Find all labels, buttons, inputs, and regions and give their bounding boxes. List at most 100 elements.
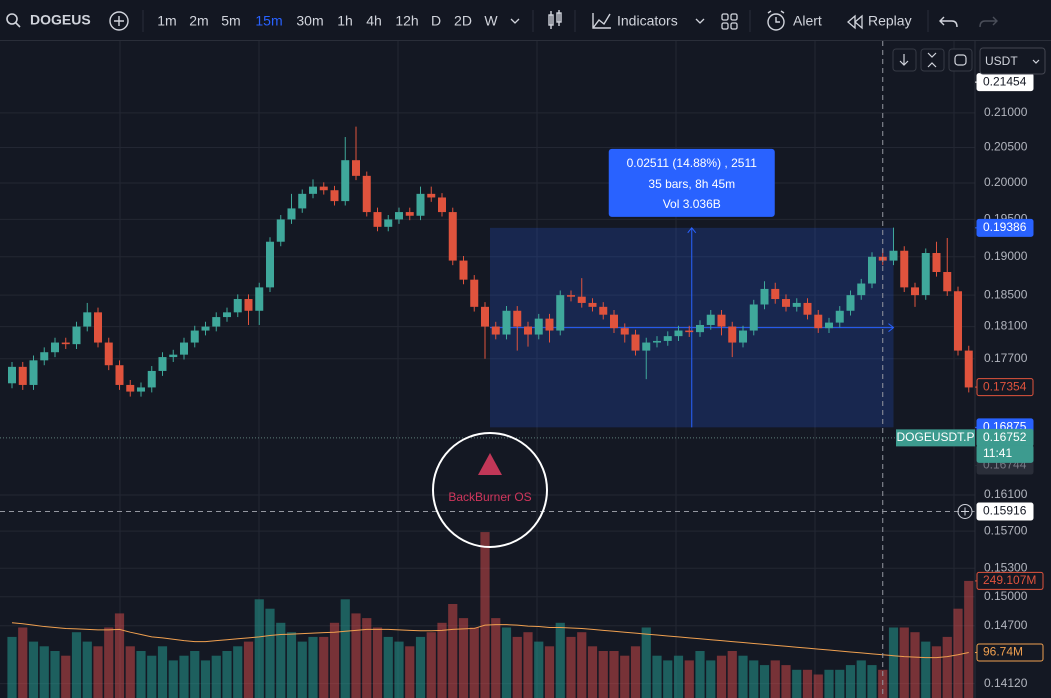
volume-bar	[61, 655, 71, 698]
y-tick-label: 0.16100	[984, 487, 1028, 501]
candle-body	[362, 175, 371, 213]
candle-body	[825, 322, 833, 329]
volume-bar	[276, 622, 286, 698]
last-price: 0.16752	[983, 430, 1027, 444]
indicators-button[interactable]: Indicators	[617, 13, 678, 29]
volume-bar	[523, 632, 533, 698]
alert-icon[interactable]	[767, 10, 785, 31]
compare-button[interactable]	[109, 11, 129, 31]
candle-body	[577, 296, 586, 303]
candle-body	[534, 318, 543, 335]
volume-bar	[931, 646, 942, 698]
crosshair-label: 0.15916	[983, 504, 1027, 518]
replay-icon[interactable]	[847, 14, 863, 30]
chart-type-button[interactable]	[548, 10, 562, 29]
interval-button[interactable]: 1m	[157, 13, 176, 29]
crosshair-label-box	[976, 502, 1034, 521]
currency-select[interactable]	[979, 47, 1046, 75]
volume-bar	[179, 655, 189, 698]
volume-ma-line	[11, 622, 969, 659]
interval-button[interactable]: 15m	[255, 13, 282, 29]
volume-bar	[372, 627, 383, 698]
candle-body	[40, 352, 49, 361]
volume-bar	[426, 632, 436, 698]
candle-body	[126, 384, 135, 392]
candle-body	[223, 312, 231, 318]
volume-bar	[297, 641, 307, 698]
candle-body	[846, 295, 855, 311]
candle-body	[567, 295, 575, 297]
watermark: BackBurner OS	[432, 432, 548, 548]
interval-button[interactable]: 4h	[366, 13, 382, 29]
volume-bar	[136, 651, 146, 698]
volume-bar	[28, 641, 39, 698]
alert-button[interactable]: Alert	[793, 13, 822, 29]
volume-bar	[254, 599, 264, 698]
candle-body	[233, 299, 242, 313]
y-tick-label: 0.17700	[984, 351, 1028, 365]
volume-bar	[469, 627, 479, 698]
candle-body	[448, 212, 457, 261]
undo-button[interactable]	[939, 16, 958, 28]
interval-button[interactable]: 2m	[189, 13, 208, 29]
y-tick-label: 0.20500	[984, 140, 1028, 154]
interval-button[interactable]: 1h	[337, 13, 353, 29]
volume-bar	[684, 660, 694, 698]
volume-label: 96.74M	[983, 645, 1023, 659]
candle-body	[384, 219, 393, 227]
interval-button[interactable]: 30m	[296, 13, 323, 29]
interval-button[interactable]: 2D	[454, 13, 472, 29]
y-tick-label: 0.15700	[984, 523, 1028, 537]
volume-bar	[286, 632, 297, 698]
layout-button[interactable]	[721, 13, 738, 30]
candle-body	[631, 334, 640, 351]
volume-bar	[566, 636, 576, 698]
candle-body	[921, 253, 930, 296]
add-alert-button[interactable]	[957, 503, 973, 519]
interval-menu[interactable]	[510, 18, 520, 24]
volume-bar	[405, 646, 415, 698]
candle-body	[169, 354, 178, 358]
candle-body	[868, 256, 876, 284]
candle-body	[459, 260, 468, 280]
volume-bar	[555, 622, 565, 698]
volume-bar	[243, 641, 254, 698]
redo-button[interactable]	[979, 16, 998, 28]
candle-body	[739, 330, 747, 343]
volume-bar	[630, 646, 641, 698]
candle-body	[470, 279, 479, 307]
volume-bar	[415, 636, 426, 698]
collapse-button[interactable]	[920, 48, 945, 72]
candle-body	[749, 304, 758, 331]
volume-bar	[641, 627, 651, 698]
replay-button[interactable]: Replay	[868, 13, 912, 29]
candle-body	[438, 197, 446, 213]
interval-button[interactable]: 5m	[221, 13, 240, 29]
candle-body	[663, 336, 672, 341]
candle-body	[266, 241, 274, 288]
symbol[interactable]: DOGEUS	[30, 12, 91, 28]
currency[interactable]: USDT	[985, 54, 1018, 68]
candle-body	[405, 212, 414, 216]
volume-bar	[437, 622, 447, 698]
interval-button[interactable]: 12h	[395, 13, 418, 29]
volume-bar	[663, 660, 673, 698]
interval-button[interactable]: D	[431, 13, 441, 29]
candle-body	[373, 212, 382, 227]
fullscreen-button[interactable]	[948, 48, 973, 72]
candle-body	[341, 160, 350, 202]
candle-body	[137, 387, 145, 392]
candle-body	[610, 314, 618, 329]
interval-button[interactable]: W	[484, 13, 498, 29]
price-label: 0.17354	[983, 379, 1027, 393]
volume-bar	[211, 655, 221, 698]
y-tick-label: 0.18100	[984, 319, 1028, 333]
indicators-icon[interactable]	[592, 13, 611, 29]
volume-bar	[749, 660, 759, 698]
search-icon[interactable]	[6, 13, 18, 25]
volume-bar	[480, 532, 490, 698]
volume-bar	[921, 641, 931, 698]
volume-bar	[39, 646, 49, 698]
volume-bar	[792, 669, 802, 698]
